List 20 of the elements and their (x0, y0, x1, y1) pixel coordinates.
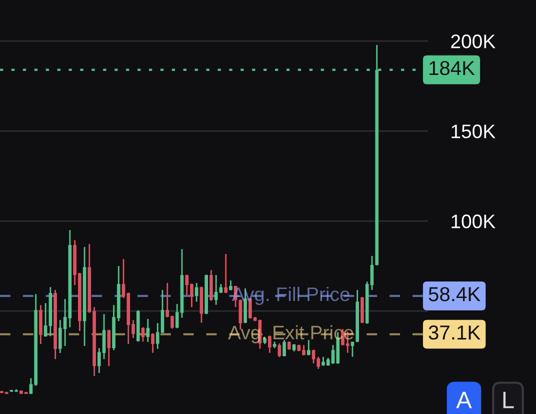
candlestick (107, 329, 111, 367)
text: A (456, 392, 472, 408)
candlestick (306, 339, 310, 356)
candlestick (146, 318, 150, 343)
candlestick (151, 332, 154, 354)
candlestick (44, 302, 48, 338)
candlestick (229, 280, 232, 292)
candlestick (268, 335, 272, 354)
y-tick-label: 150K (452, 124, 496, 138)
candlestick (214, 274, 218, 306)
ref-line-label: 58.4K (428, 287, 480, 302)
text: L (503, 392, 514, 408)
ref-line-label: 184K (430, 60, 475, 76)
y-tick-label: 100K (452, 214, 496, 228)
candlestick (278, 342, 282, 358)
candlestick (224, 253, 228, 294)
candlestick (141, 326, 145, 342)
y-tick-label: 200K (451, 34, 496, 48)
ref-line-label: 37.1K (428, 325, 480, 340)
candlestick (282, 339, 286, 358)
